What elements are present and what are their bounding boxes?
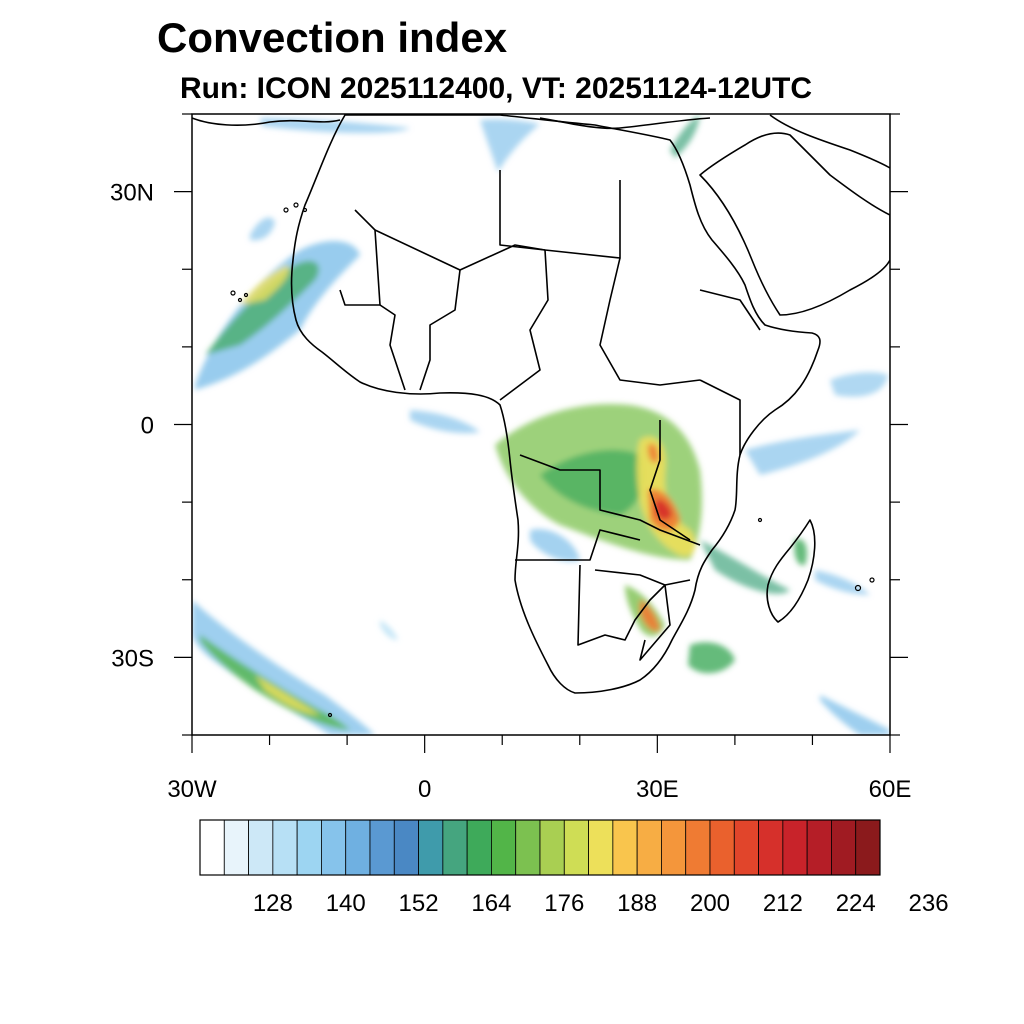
colorbar-swatch [515,819,541,876]
colorbar-label: 140 [326,890,366,917]
colorbar-label: 164 [471,890,511,917]
y-tick-label: 0 [141,413,154,440]
colorbar-swatch [272,819,298,876]
colorbar-swatch [758,819,784,876]
x-tick-label: 0 [418,776,431,803]
map-plot-area [192,114,890,735]
border [379,304,406,391]
colorbar-frame [199,819,881,876]
africa-coastline [290,114,821,694]
border [499,249,549,401]
colorbar-swatch [369,819,395,876]
colorbar-label: 128 [253,890,293,917]
colorbar-label: 236 [909,890,949,917]
border [594,569,671,661]
colorbar-swatch [418,819,444,876]
coastlines-borders [192,114,890,694]
colorbar-swatch [782,819,808,876]
colorbar-label: 152 [399,890,439,917]
colorbar-label: 224 [836,890,876,917]
colorbar-swatch [661,819,687,876]
islands [230,202,875,718]
europe-coastline [192,117,341,126]
border [374,229,546,271]
colorbar: 128 140 152 164 176 188 200 212 224 236 [199,819,949,917]
x-tick-label: 60E [869,776,912,803]
border [599,257,701,386]
colorbar-label: 200 [690,890,730,917]
colorbar-label: 188 [617,890,657,917]
colorbar-label: 176 [544,890,584,917]
border [515,529,641,561]
x-tick-label: 30E [636,776,679,803]
colorbar-swatch [539,819,565,876]
colorbar-swatch [685,819,711,876]
colorbar-swatch [563,819,589,876]
border [649,420,691,541]
chart-subtitle: Run: ICON 2025112400, VT: 20251124-12UTC [180,72,813,105]
colorbar-swatch [709,819,735,876]
colorbar-swatch [442,819,468,876]
border [699,379,741,455]
colorbar-swatch [733,819,759,876]
colorbar-swatch [321,819,347,876]
colorbar-label: 212 [763,890,803,917]
colorbar-swatch [636,819,662,876]
colorbar-swatch [612,819,638,876]
axes: 30W 0 30E 60E 30N 0 30S [110,113,912,803]
madagascar-coastline [766,519,816,623]
colorbar-swatch [223,819,249,876]
chart-title: Convection index [157,14,508,61]
y-tick-label: 30N [110,180,154,207]
colorbar-swatch [466,819,492,876]
colorbar-swatch [199,819,225,876]
colorbar-swatch [806,819,832,876]
colorbar-swatch [491,819,517,876]
x-tick-label: 30W [167,776,217,803]
border [699,289,761,331]
colorbar-swatch [831,819,857,876]
colorbar-swatch [588,819,614,876]
y-tick-label: 30S [111,645,154,672]
colorbar-swatch [248,819,274,876]
border [519,454,701,546]
colorbar-swatch [393,819,419,876]
colorbar-swatch [296,819,322,876]
europe-coastline [539,117,711,130]
border [419,269,461,391]
colorbar-swatch [345,819,371,876]
asia-coastline [769,114,890,169]
colorbar-swatch [855,819,881,876]
border [577,564,691,646]
